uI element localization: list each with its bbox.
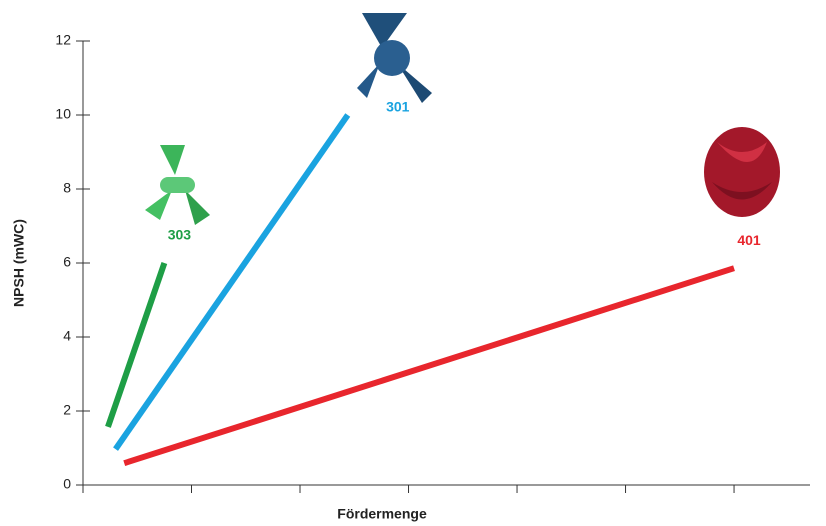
y-tick-label: 4 <box>63 328 71 344</box>
y-tick-label: 2 <box>63 402 71 418</box>
propeller-303-icon <box>145 145 210 225</box>
y-tick-label: 12 <box>55 32 71 48</box>
series-line <box>113 113 351 451</box>
series-label: 401 <box>737 232 761 248</box>
y-tick-label: 8 <box>63 180 71 196</box>
x-axis-label: Fördermenge <box>337 506 427 522</box>
y-tick-label: 6 <box>63 254 71 270</box>
y-tick-label: 0 <box>63 476 71 492</box>
series-line <box>123 265 735 467</box>
series-label: 303 <box>168 227 192 243</box>
y-axis-label: NPSH (mWC) <box>11 219 27 307</box>
series-label: 301 <box>386 99 410 115</box>
series-line <box>105 262 168 428</box>
propeller-401-icon <box>704 127 780 217</box>
y-tick-label: 10 <box>55 106 71 122</box>
propeller-301-icon <box>357 13 432 103</box>
